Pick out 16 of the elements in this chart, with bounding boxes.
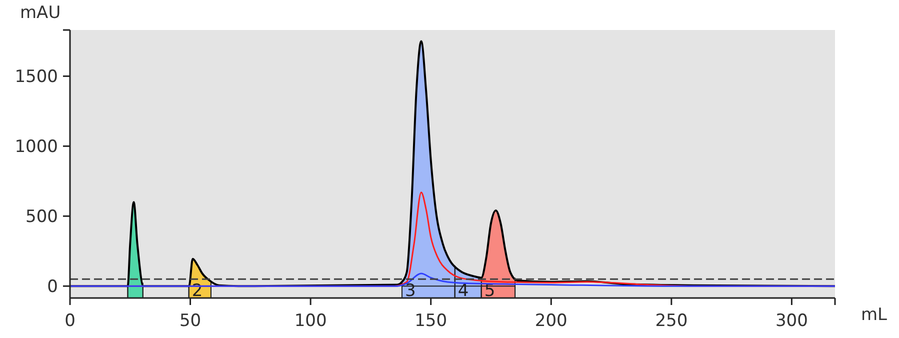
- band-label: 3: [404, 281, 416, 301]
- x-tick-label: 150: [414, 311, 448, 331]
- x-tick-label: 300: [775, 311, 808, 331]
- band-label: 4: [458, 281, 469, 301]
- y-axis-title: mAU: [20, 3, 61, 23]
- x-axis-title: mL: [861, 305, 888, 325]
- y-tick-label: 0: [47, 277, 58, 298]
- x-tick-label: 250: [655, 311, 688, 331]
- y-tick-label: 500: [26, 207, 58, 228]
- y-tick-label: 1000: [14, 137, 58, 158]
- x-tick-label: 50: [179, 311, 202, 331]
- x-tick-label: 100: [294, 311, 327, 331]
- y-tick-label: 1500: [14, 67, 58, 88]
- x-tick-label: 200: [534, 311, 568, 331]
- x-tick-label: 0: [64, 311, 76, 331]
- band-label: 2: [192, 281, 203, 301]
